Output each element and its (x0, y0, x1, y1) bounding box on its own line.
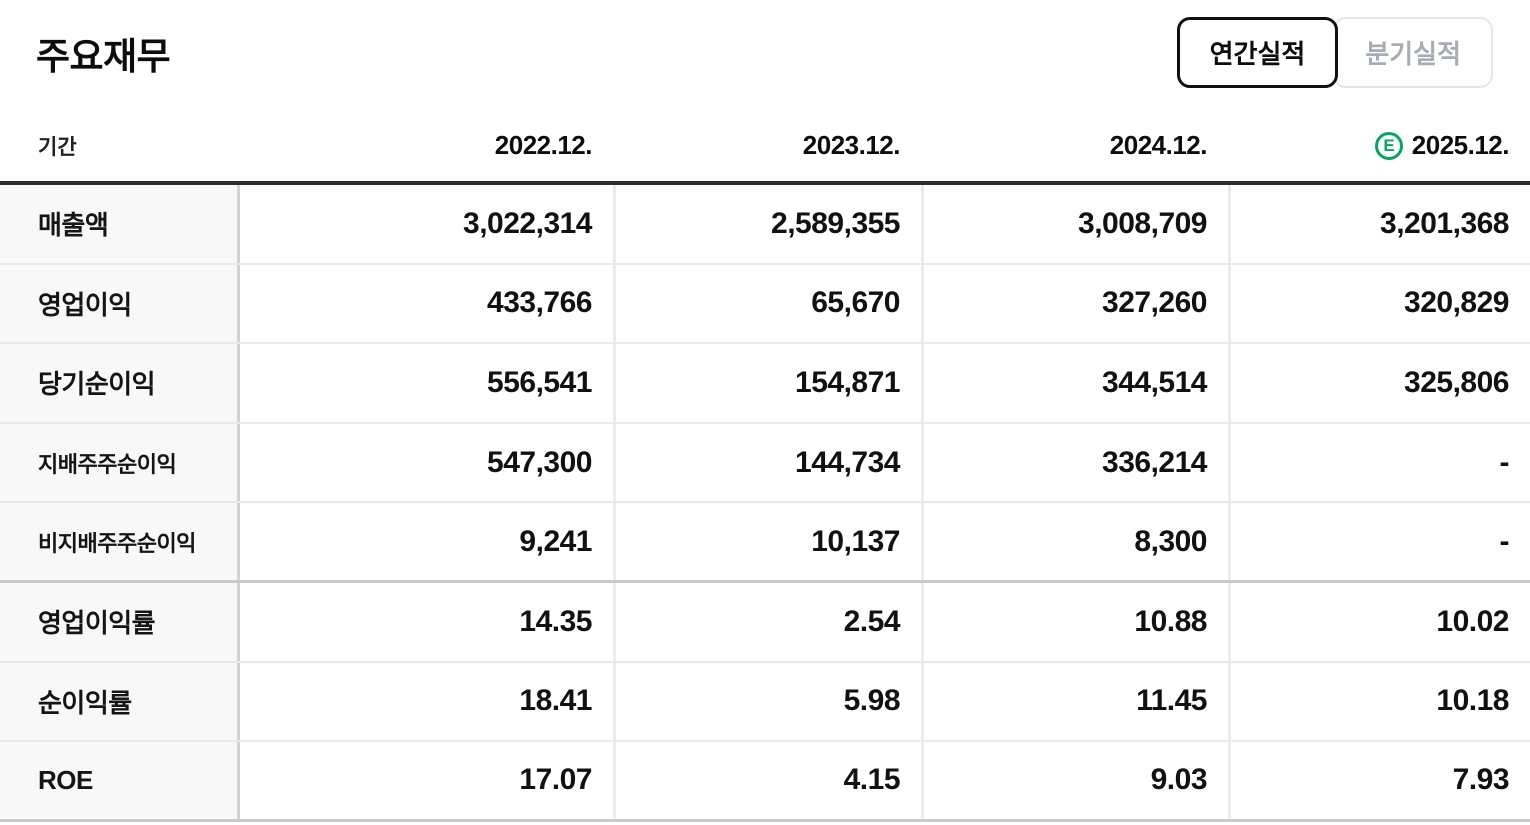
row-label: 매출액 (0, 185, 237, 263)
value-2022: 9,241 (237, 503, 613, 580)
value-2022: 433,766 (237, 264, 613, 343)
row-label: 비지배주주순이익 (0, 503, 237, 580)
value-2023: 2.54 (613, 582, 921, 661)
table-row: ROE 17.07 4.15 9.03 7.93 (0, 742, 1530, 822)
value-2022: 17.07 (237, 742, 613, 819)
value-2025: - (1228, 503, 1530, 580)
value-2022: 3,022,314 (237, 185, 613, 263)
value-2024: 344,514 (921, 344, 1228, 422)
annual-results-button[interactable]: 연간실적 (1176, 17, 1339, 88)
value-2024: 8,300 (921, 503, 1228, 580)
value-2025: 325,806 (1228, 344, 1530, 422)
value-2024: 3,008,709 (921, 185, 1228, 263)
period-toggle: 연간실적 분기실적 (1176, 17, 1493, 88)
table-header-row: 기간 2022.12. 2023.12. 2024.12. E 2025.12. (0, 110, 1530, 181)
row-label: ROE (0, 742, 237, 819)
value-2025: 10.18 (1228, 662, 1530, 741)
value-2022: 18.41 (237, 662, 613, 741)
value-2023: 154,871 (613, 344, 921, 422)
value-2024: 11.45 (921, 662, 1228, 741)
panel-header: 주요재무 연간실적 분기실적 (0, 17, 1530, 88)
table-row: 지배주주순이익 547,300 144,734 336,214 - (0, 423, 1530, 504)
value-2022: 547,300 (237, 423, 613, 502)
value-2023: 65,670 (613, 264, 921, 343)
estimate-badge-icon: E (1374, 131, 1403, 160)
period-column-header: 기간 (38, 135, 77, 159)
table-row: 비지배주주순이익 9,241 10,137 8,300 - (0, 503, 1530, 583)
table-row: 당기순이익 556,541 154,871 344,514 325,806 (0, 344, 1530, 424)
value-2024: 327,260 (921, 264, 1228, 343)
value-2025: 3,201,368 (1228, 185, 1530, 263)
value-2025: 320,829 (1228, 264, 1530, 343)
value-2023: 4.15 (613, 742, 921, 819)
value-2025: 10.02 (1228, 582, 1530, 661)
financials-table-body: 매출액 3,022,314 2,589,355 3,008,709 3,201,… (0, 181, 1530, 822)
table-row: 매출액 3,022,314 2,589,355 3,008,709 3,201,… (0, 185, 1530, 265)
row-label: 영업이익률 (0, 582, 237, 661)
table-row: 영업이익 433,766 65,670 327,260 320,829 (0, 264, 1530, 345)
value-2025: - (1228, 423, 1530, 502)
value-2024: 336,214 (921, 423, 1228, 502)
value-2024: 9.03 (921, 742, 1228, 819)
column-header-2023: 2023.12. (802, 130, 901, 160)
page-title: 주요재무 (36, 35, 171, 77)
value-2022: 14.35 (237, 582, 613, 661)
value-2023: 10,137 (613, 503, 921, 580)
row-label: 당기순이익 (0, 344, 237, 422)
quarterly-results-button[interactable]: 분기실적 (1333, 17, 1493, 88)
value-2023: 5.98 (613, 662, 921, 741)
value-2023: 144,734 (613, 423, 921, 502)
table-row: 영업이익률 14.35 2.54 10.88 10.02 (0, 582, 1530, 663)
column-header-2025-estimate: E 2025.12. (1228, 130, 1530, 161)
column-header-2022: 2022.12. (494, 130, 593, 160)
row-label: 지배주주순이익 (0, 423, 237, 502)
value-2022: 556,541 (237, 344, 613, 422)
value-2025: 7.93 (1228, 742, 1530, 819)
row-label: 영업이익 (0, 264, 237, 343)
table-row: 순이익률 18.41 5.98 11.45 10.18 (0, 662, 1530, 743)
column-header-2024: 2024.12. (1109, 130, 1208, 160)
value-2024: 10.88 (921, 582, 1228, 661)
value-2023: 2,589,355 (613, 185, 921, 263)
row-label: 순이익률 (0, 662, 237, 741)
